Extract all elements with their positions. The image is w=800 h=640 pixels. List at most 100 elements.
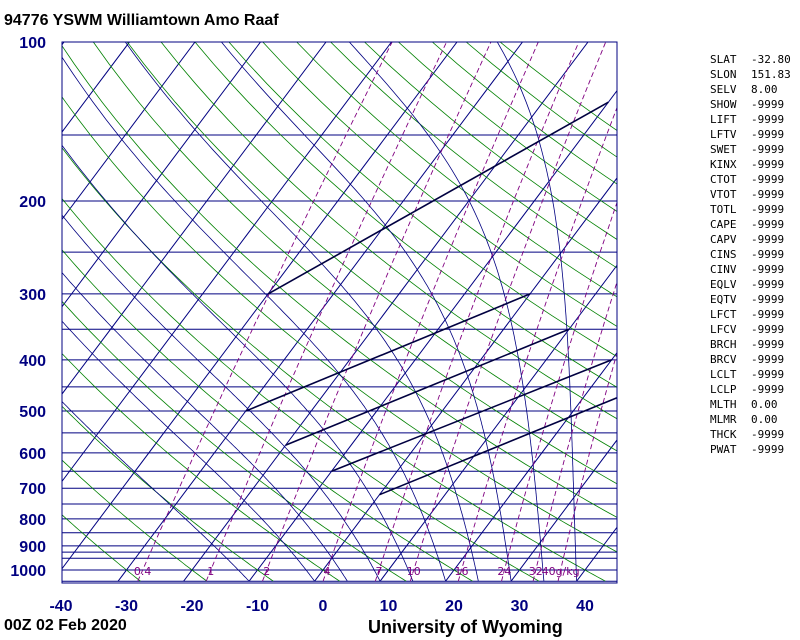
temperature-label: 0 bbox=[319, 598, 328, 615]
dry-adiabat-line bbox=[62, 45, 617, 518]
index-row: SHOW -9999 bbox=[710, 97, 798, 112]
index-key: LIFT bbox=[710, 113, 737, 126]
index-value: -9999 bbox=[751, 143, 785, 156]
index-value: -9999 bbox=[751, 158, 785, 171]
dry-adiabat-line bbox=[126, 42, 617, 452]
index-row: SLAT -32.80 bbox=[710, 52, 798, 67]
index-key: TOTL bbox=[710, 203, 737, 216]
index-value: 8.00 bbox=[751, 83, 778, 96]
mixing-ratio-label: 24 bbox=[497, 565, 511, 578]
mixing-ratio-line bbox=[137, 42, 393, 582]
index-key: LFCV bbox=[710, 323, 737, 336]
index-key: CTOT bbox=[710, 173, 737, 186]
index-value: -9999 bbox=[751, 218, 785, 231]
moist-adiabat-line bbox=[62, 320, 315, 582]
mixing-ratio-label: 1 bbox=[207, 565, 214, 578]
index-row: TOTL -9999 bbox=[710, 202, 798, 217]
index-value: -9999 bbox=[751, 248, 785, 261]
index-row: LIFT -9999 bbox=[710, 112, 798, 127]
dry-adiabat-line bbox=[62, 352, 340, 582]
index-value: -9999 bbox=[751, 263, 785, 276]
index-value: -9999 bbox=[751, 188, 785, 201]
sounding-indices-panel: SLAT -32.80 SLON 151.83 SELV 8.00 SHOW -9999 LIF… bbox=[710, 52, 798, 457]
pressure-label: 900 bbox=[19, 539, 46, 556]
index-key: KINX bbox=[710, 158, 737, 171]
dry-adiabat-line bbox=[228, 42, 617, 358]
index-value: 0.00 bbox=[751, 413, 778, 426]
mixing-ratio-line bbox=[262, 42, 492, 582]
moist-adiabat-line bbox=[62, 56, 446, 582]
temperature-label: -20 bbox=[180, 598, 203, 615]
data-source: University of Wyoming bbox=[368, 617, 563, 637]
index-value: 151.83 bbox=[751, 68, 791, 81]
moist-adiabat-line bbox=[62, 214, 381, 582]
reference-line bbox=[267, 101, 609, 295]
moist-adiabat-line bbox=[62, 401, 250, 582]
pressure-label: 100 bbox=[19, 35, 46, 52]
observation-time: 00Z 02 Feb 2020 bbox=[4, 617, 127, 634]
index-row: LCLT -9999 bbox=[710, 367, 798, 382]
index-value: 0.00 bbox=[751, 398, 778, 411]
reference-line bbox=[331, 359, 612, 472]
isotherm-line bbox=[62, 42, 261, 308]
index-key: MLMR bbox=[710, 413, 737, 426]
index-row: VTOT -9999 bbox=[710, 187, 798, 202]
mixing-ratio-label: 4 bbox=[324, 565, 331, 578]
dry-adiabat-line bbox=[62, 514, 141, 582]
dry-adiabat-line bbox=[62, 198, 540, 582]
dry-adiabat-line bbox=[62, 96, 617, 553]
mixing-ratio-label: 16 bbox=[454, 565, 468, 578]
moist-adiabat-line bbox=[349, 42, 545, 582]
reference-line bbox=[379, 396, 617, 496]
index-key: LFTV bbox=[710, 128, 737, 141]
pressure-axis-labels: 100 200 300 400 500 600 700 800 900 1000 bbox=[10, 35, 46, 580]
reference-line bbox=[245, 293, 531, 412]
dry-adiabat-line bbox=[62, 249, 473, 582]
index-row: LFCT -9999 bbox=[710, 307, 798, 322]
moist-adiabat-line bbox=[221, 42, 512, 582]
mixing-ratio-label: 7 bbox=[375, 565, 382, 578]
temperature-label: -40 bbox=[49, 598, 72, 615]
index-key: CAPV bbox=[710, 233, 737, 246]
mixing-ratio-line bbox=[457, 106, 617, 582]
dry-adiabat-line bbox=[160, 42, 617, 420]
isotherm-line bbox=[314, 177, 617, 582]
index-key: THCK bbox=[710, 428, 737, 441]
index-key: MLTH bbox=[710, 398, 737, 411]
index-row: MLMR 0.00 bbox=[710, 412, 798, 427]
index-row: MLTH 0.00 bbox=[710, 397, 798, 412]
isotherm-line bbox=[62, 42, 458, 570]
index-row: SWET -9999 bbox=[710, 142, 798, 157]
index-row: KINX -9999 bbox=[710, 157, 798, 172]
index-key: EQLV bbox=[710, 278, 737, 291]
index-key: SHOW bbox=[710, 98, 737, 111]
index-key: LCLP bbox=[710, 383, 737, 396]
index-row: LCLP -9999 bbox=[710, 382, 798, 397]
dry-adiabat-line bbox=[62, 405, 274, 582]
pressure-label: 1000 bbox=[10, 563, 46, 580]
index-value: -9999 bbox=[751, 233, 785, 246]
temperature-axis-labels: -40 -30 -20 -10 0 10 20 30 40 bbox=[49, 598, 594, 615]
index-row: SELV 8.00 bbox=[710, 82, 798, 97]
index-value: -9999 bbox=[751, 353, 785, 366]
pressure-label: 800 bbox=[19, 512, 46, 529]
index-row: BRCH -9999 bbox=[710, 337, 798, 352]
moist-adiabat-line bbox=[62, 144, 414, 582]
index-key: SELV bbox=[710, 83, 737, 96]
dry-adiabat-line bbox=[92, 42, 617, 485]
index-key: BRCH bbox=[710, 338, 737, 351]
temperature-label: 40 bbox=[576, 598, 594, 615]
index-row: CINS -9999 bbox=[710, 247, 798, 262]
isotherm-line bbox=[62, 42, 65, 46]
index-key: LCLT bbox=[710, 368, 737, 381]
isotherm-line bbox=[510, 439, 617, 582]
moist-adiabat-line bbox=[62, 271, 348, 582]
isotherm-line bbox=[62, 42, 392, 483]
temperature-label: 10 bbox=[380, 598, 398, 615]
temperature-label: 30 bbox=[511, 598, 529, 615]
index-row: EQLV -9999 bbox=[710, 277, 798, 292]
isotherm-line bbox=[183, 42, 589, 582]
pressure-label: 200 bbox=[19, 194, 46, 211]
index-row: CAPE -9999 bbox=[710, 217, 798, 232]
index-key: CAPE bbox=[710, 218, 737, 231]
